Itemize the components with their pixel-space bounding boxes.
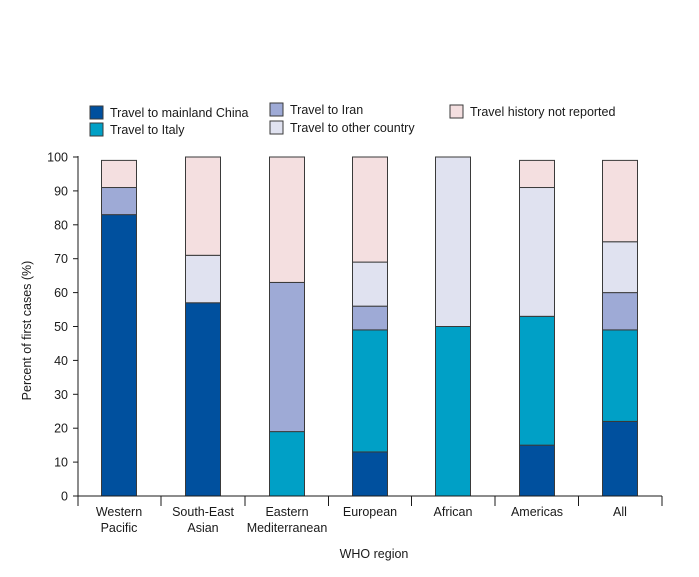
y-tick-label-60: 60 [54, 286, 68, 300]
legend-swatch-travel-history-not-reported [449, 104, 464, 119]
bar-western-pacific-travel-to-iran [101, 187, 137, 216]
bars [101, 156, 638, 497]
legend-label-travel-to-other-country: Travel to other country [290, 121, 415, 135]
bar-all-travel-to-mainland-china [602, 420, 638, 497]
bar-western-pacific-travel-to-mainland-china [101, 214, 137, 497]
y-tick-label-50: 50 [54, 320, 68, 334]
legend-label-travel-to-iran: Travel to Iran [290, 103, 363, 117]
bar-european-travel-history-not-reported [352, 156, 388, 263]
bar-european-travel-to-other-country [352, 261, 388, 307]
bar-south-east-asian-travel-to-mainland-china [185, 302, 221, 497]
bar-eastern-mediterranean-travel-to-italy [269, 431, 305, 497]
bar-african-travel-to-other-country [435, 156, 471, 327]
y-axis-title: Percent of first cases (%) [20, 261, 34, 401]
bar-all-travel-to-italy [602, 329, 638, 422]
legend-swatch-travel-to-iran [269, 102, 284, 117]
y-tick-label-20: 20 [54, 422, 68, 436]
bar-americas-travel-history-not-reported [519, 159, 555, 189]
x-tick-label-european: European [343, 505, 397, 519]
legend-label-travel-to-mainland-china: Travel to mainland China [110, 106, 249, 120]
bar-south-east-asian-travel-history-not-reported [185, 156, 221, 256]
y-ticks: 0 10 20 30 40 50 60 70 80 90 100 [47, 151, 78, 504]
y-tick-label-30: 30 [54, 388, 68, 402]
x-tick-label-south-east-asian: South-East Asian [172, 505, 234, 535]
bar-european-travel-to-mainland-china [352, 451, 388, 497]
y-tick-label-10: 10 [54, 456, 68, 470]
legend: Travel to mainland China Travel to Italy T… [89, 102, 615, 137]
bar-americas-travel-to-mainland-china [519, 444, 555, 497]
bar-south-east-asian-travel-to-other-country [185, 254, 221, 304]
x-tick-label-all: All [613, 505, 627, 519]
x-tick-label-americas: Americas [511, 505, 563, 519]
bar-european-travel-to-italy [352, 329, 388, 453]
legend-label-travel-to-italy: Travel to Italy [110, 123, 185, 137]
y-tick-label-40: 40 [54, 354, 68, 368]
axes [77, 156, 662, 506]
bar-european-travel-to-iran [352, 305, 388, 331]
bar-americas-travel-to-italy [519, 315, 555, 446]
x-ticks: Western Pacific South-East Asian Eastern Medi… [96, 496, 663, 535]
legend-swatch-travel-to-italy [89, 122, 104, 137]
y-tick-label-80: 80 [54, 218, 68, 232]
x-axis-title: WHO region [340, 547, 409, 561]
bar-all-travel-history-not-reported [602, 159, 638, 243]
bar-americas-travel-to-other-country [519, 187, 555, 317]
bar-all-travel-to-iran [602, 292, 638, 331]
legend-label-travel-history-not-reported: Travel history not reported [470, 105, 615, 119]
bar-western-pacific-travel-history-not-reported [101, 159, 137, 189]
x-tick-label-western-pacific: Western Pacific [96, 505, 142, 535]
bar-eastern-mediterranean-travel-to-iran [269, 281, 305, 433]
y-tick-label-100: 100 [47, 151, 68, 165]
y-tick-label-70: 70 [54, 252, 68, 266]
bar-all-travel-to-other-country [602, 241, 638, 294]
legend-swatch-travel-to-other-country [269, 120, 284, 135]
y-tick-label-90: 90 [54, 184, 68, 198]
bar-african-travel-to-italy [435, 326, 471, 497]
y-tick-label-0: 0 [61, 490, 68, 504]
bar-eastern-mediterranean-travel-history-not-reported [269, 156, 305, 283]
x-tick-label-african: African [434, 505, 473, 519]
x-tick-label-eastern-mediterranean: Eastern Mediterranean [247, 505, 328, 535]
legend-swatch-travel-to-mainland-china [89, 105, 104, 120]
